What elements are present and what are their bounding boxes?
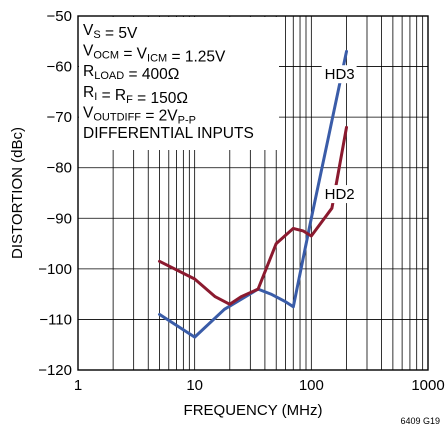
annotation-line: VS = 5V [83,22,138,42]
annotation-line: VOUTDIFF = 2VP-P [83,104,196,126]
series-line-hd2 [158,125,348,306]
y-tick-label: −90 [47,210,72,227]
y-tick-label: −100 [38,261,72,278]
series-label-bg [321,65,357,84]
x-tick-label: 100 [299,377,324,394]
series-label-hd3: HD3 [325,66,355,83]
series-label-hd2: HD2 [325,186,355,203]
figure-id: 6409 G19 [400,416,440,426]
annotation-line: DIFFERENTIAL INPUTS [83,125,254,142]
annotation-line: RI = RF = 150Ω [83,84,188,107]
plot-frame [77,15,429,371]
annotation-line: RLOAD = 400Ω [83,63,179,83]
y-tick-label: −80 [47,160,72,177]
annotation-box [79,17,279,150]
y-tick-label: −60 [47,59,72,76]
series-layer: HD3 HD2 [158,49,357,339]
y-axis-title: DISTORTION (dBc) [9,127,26,259]
y-tick-label: −70 [47,109,72,126]
x-axis-title: FREQUENCY (MHz) [184,402,323,419]
x-tick-label: 10 [186,377,203,394]
series-label-bg [321,185,357,204]
annotation-line: VOCM = VICM = 1.25V [83,43,226,66]
x-tick-label: 1 [74,377,82,394]
y-tick-label: −120 [38,362,72,379]
x-tick-label: 1000 [411,377,444,394]
y-tick-label: −110 [39,311,72,328]
series-line-hd3 [158,49,348,339]
y-tick-label: −50 [47,8,72,25]
